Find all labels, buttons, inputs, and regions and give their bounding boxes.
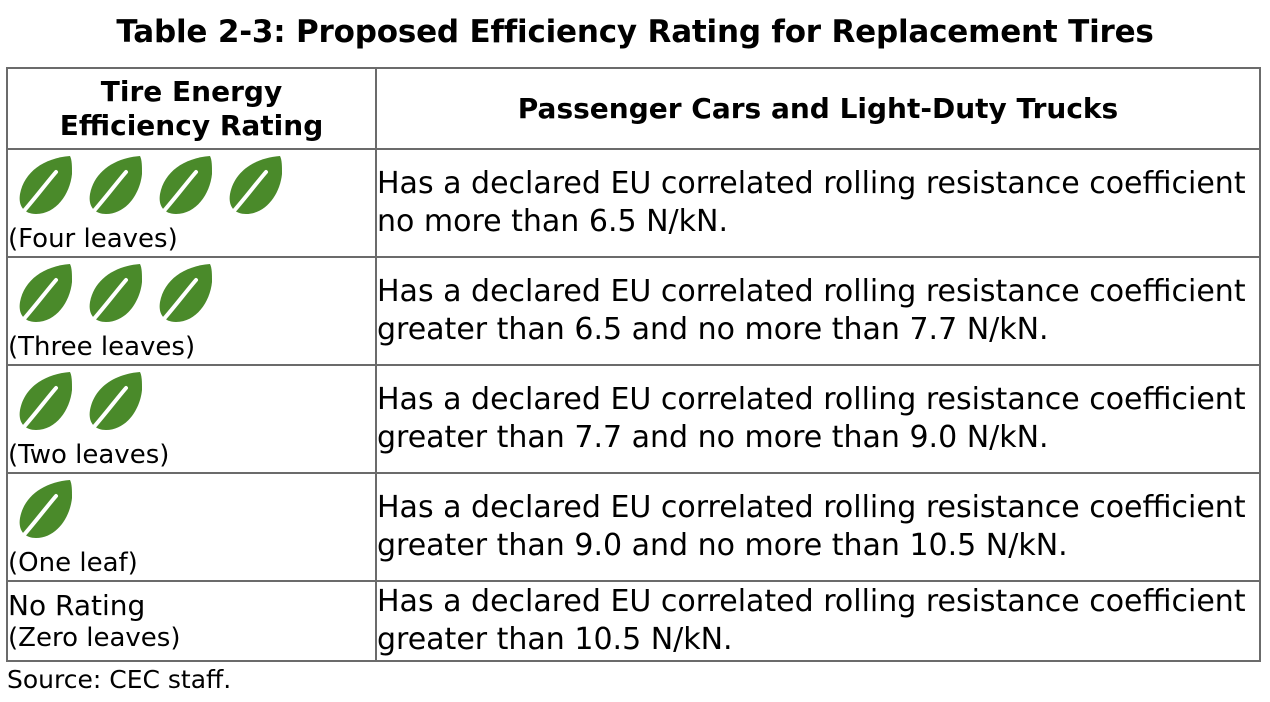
- rating-cell-four: (Four leaves): [6, 148, 377, 258]
- description-cell: Has a declared EU correlated rolling res…: [375, 580, 1261, 662]
- rating-label: (Four leaves): [8, 224, 178, 254]
- leaf-icon: [84, 156, 142, 222]
- description-cell: Has a declared EU correlated rolling res…: [375, 148, 1261, 258]
- table-row: No Rating (Zero leaves) Has a declared E…: [6, 580, 1261, 662]
- description-line: Has a declared EU correlated rolling res…: [377, 274, 1246, 309]
- description-line: greater than 6.5 and no more than 7.7 N/…: [377, 312, 1049, 347]
- table-row: (Four leaves) Has a declared EU correlat…: [6, 148, 1261, 258]
- header-rating-column: Tire Energy Efficiency Rating: [6, 67, 377, 150]
- table-row: (Two leaves) Has a declared EU correlate…: [6, 364, 1261, 474]
- rating-label: (Zero leaves): [8, 623, 181, 653]
- rating-cell-one: (One leaf): [6, 472, 377, 582]
- description-cell: Has a declared EU correlated rolling res…: [375, 364, 1261, 474]
- source-note: Source: CEC staff.: [7, 665, 232, 694]
- leaf-icon: [14, 372, 72, 438]
- leaf-icon: [14, 480, 72, 546]
- description-line: no more than 6.5 N/kN.: [377, 204, 729, 239]
- no-rating-title: No Rating: [8, 589, 146, 622]
- leaf-icon: [14, 264, 72, 330]
- leaf-group: [10, 152, 375, 224]
- description-line: greater than 9.0 and no more than 10.5 N…: [377, 528, 1068, 563]
- rating-label: (Three leaves): [8, 332, 196, 362]
- header-vehicle-column: Passenger Cars and Light-Duty Trucks: [375, 67, 1261, 150]
- table-title: Table 2-3: Proposed Efficiency Rating fo…: [116, 14, 1154, 50]
- table-header-row: Tire Energy Efficiency Rating Passenger …: [6, 67, 1261, 150]
- table-row: (One leaf) Has a declared EU correlated …: [6, 472, 1261, 582]
- header-rating-line1: Tire Energy: [100, 74, 283, 108]
- description-cell: Has a declared EU correlated rolling res…: [375, 472, 1261, 582]
- leaf-icon: [224, 156, 282, 222]
- description-line: greater than 7.7 and no more than 9.0 N/…: [377, 420, 1049, 455]
- leaf-icon: [154, 264, 212, 330]
- rating-label: (Two leaves): [8, 440, 170, 470]
- description-line: Has a declared EU correlated rolling res…: [377, 166, 1246, 201]
- description-line: Has a declared EU correlated rolling res…: [377, 584, 1246, 619]
- leaf-icon: [84, 264, 142, 330]
- description-cell: Has a declared EU correlated rolling res…: [375, 256, 1261, 366]
- leaf-group: [10, 476, 375, 548]
- table-row: (Three leaves) Has a declared EU correla…: [6, 256, 1261, 366]
- efficiency-rating-table: Tire Energy Efficiency Rating Passenger …: [6, 67, 1261, 662]
- description-line: Has a declared EU correlated rolling res…: [377, 490, 1246, 525]
- description-line: greater than 10.5 N/kN.: [377, 622, 733, 657]
- leaf-group: [10, 260, 375, 332]
- rating-cell-three: (Three leaves): [6, 256, 377, 366]
- leaf-icon: [154, 156, 212, 222]
- leaf-icon: [84, 372, 142, 438]
- header-rating-line2: Efficiency Rating: [59, 108, 324, 142]
- rating-cell-zero: No Rating (Zero leaves): [6, 580, 377, 662]
- rating-label: (One leaf): [8, 548, 138, 578]
- leaf-group: [10, 368, 375, 440]
- description-line: Has a declared EU correlated rolling res…: [377, 382, 1246, 417]
- leaf-icon: [14, 156, 72, 222]
- rating-cell-two: (Two leaves): [6, 364, 377, 474]
